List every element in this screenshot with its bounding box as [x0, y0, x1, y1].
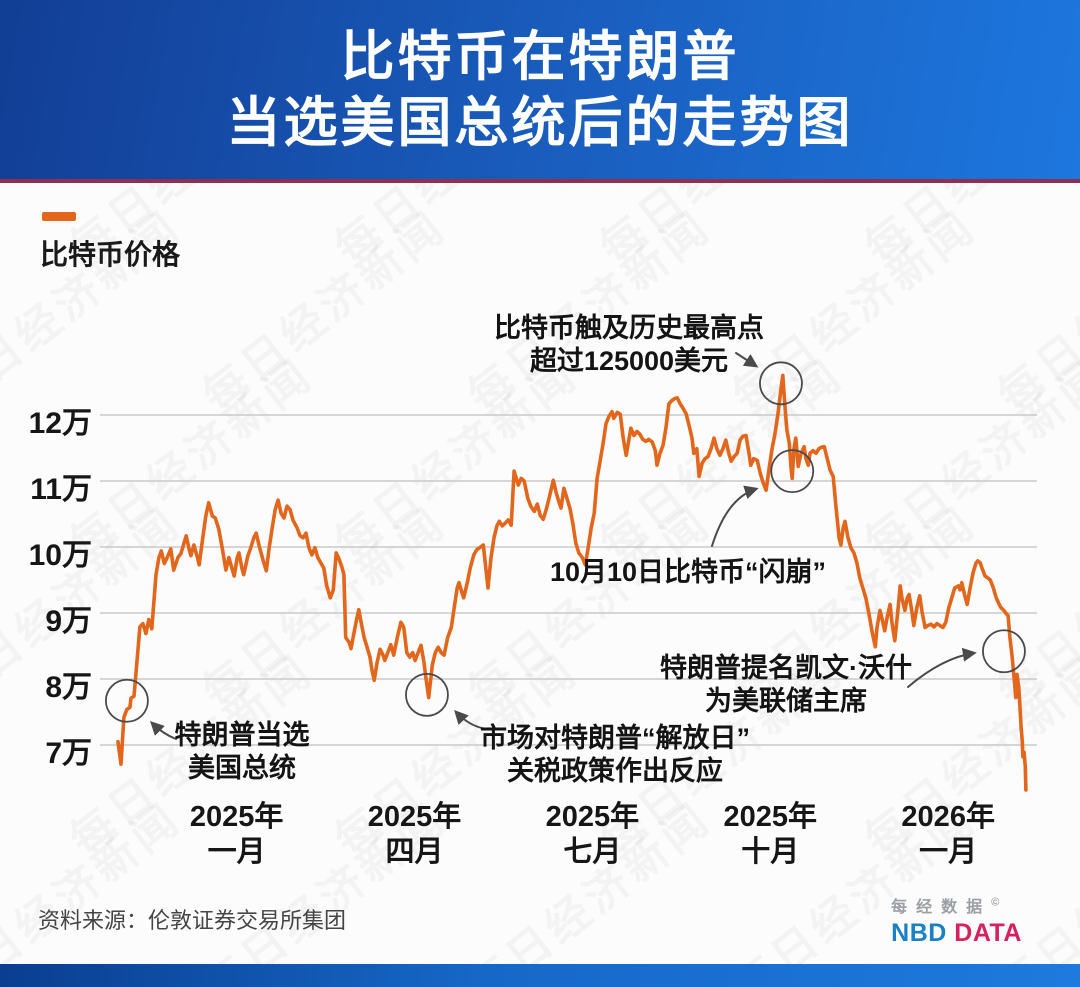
arrow-ath	[735, 352, 759, 368]
annotation-circle-election	[104, 678, 149, 723]
legend-label: 比特币价格	[40, 239, 181, 270]
source-text: 资料来源：伦敦证券交易所集团	[38, 908, 347, 933]
x-axis-label-year: 2025年	[723, 801, 818, 833]
annotation-warsh-line2: 为美联储主席	[705, 686, 867, 716]
annotation-flash-crash-line1: 10月10日比特币“闪崩”	[549, 557, 827, 587]
y-axis-label: 11万	[30, 473, 92, 506]
logo-en-line: NBD DATA	[891, 919, 1022, 948]
annotation-liberation-day: 市场对特朗普“解放日” 关税政策作出反应	[480, 722, 750, 788]
x-axis-label: 2025年 一月	[190, 800, 284, 870]
annotation-warsh-line1: 特朗普提名凯文·沃什	[660, 653, 912, 683]
page-title-line1: 比特币在特朗普	[340, 26, 740, 87]
x-axis-label-year: 2025年	[367, 801, 462, 833]
logo-cn-line: 每经数据©	[891, 893, 1022, 917]
annotation-ath-line1: 比特币触及历史最高点	[494, 313, 764, 343]
y-axis-label: 10万	[28, 539, 92, 572]
x-axis-label: 2026年 一月	[901, 800, 995, 870]
price-line	[116, 373, 1028, 792]
page-title-line2: 当选美国总统后的走势图	[226, 92, 854, 153]
annotation-circle-liberation-day	[405, 672, 449, 717]
x-axis-label-year: 2025年	[545, 801, 640, 833]
arrow-liberation-day	[454, 709, 487, 730]
x-axis-label-year: 2026年	[901, 801, 995, 833]
x-axis-label: 2025年 十月	[724, 800, 818, 870]
bottom-bar	[0, 964, 1080, 987]
nbd-data-logo: 每经数据© NBD DATA	[891, 893, 1022, 948]
copyright-mark: ©	[991, 896, 1000, 909]
legend-line-swatch	[42, 212, 76, 221]
annotation-election: 特朗普当选 美国总统	[175, 719, 310, 785]
x-axis-label-month: 七月	[563, 836, 622, 868]
annotation-warsh: 特朗普提名凯文·沃什 为美联储主席	[660, 652, 912, 718]
annotation-election-line1: 特朗普当选	[174, 720, 310, 750]
y-axis-label: 7万	[45, 737, 92, 770]
x-axis-label-month: 四月	[385, 836, 444, 868]
annotation-circle-flash-crash	[770, 449, 815, 494]
x-axis-label-month: 十月	[741, 836, 800, 868]
y-axis-label: 8万	[45, 671, 92, 704]
annotation-ath-line2: 超过125000美元	[529, 346, 729, 376]
logo-data-text: DATA	[954, 919, 1022, 947]
x-axis-label: 2025年 四月	[368, 800, 462, 870]
x-axis-label-year: 2025年	[189, 801, 284, 833]
y-axis-label: 12万	[28, 407, 92, 440]
arrow-election	[150, 721, 177, 740]
annotation-ath: 比特币触及历史最高点 超过125000美元	[494, 312, 764, 378]
legend: 比特币价格	[40, 212, 180, 273]
annotation-circle-warsh	[982, 629, 1026, 674]
y-axis-label: 9万	[45, 605, 92, 638]
logo-cn-text: 每经数据	[891, 899, 992, 916]
x-axis-label-month: 一月	[207, 836, 266, 868]
annotation-liberation-day-line1: 市场对特朗普“解放日”	[480, 723, 750, 753]
annotation-liberation-day-line2: 关税政策作出反应	[507, 756, 723, 786]
logo-nbd-text: NBD	[891, 919, 947, 947]
annotation-election-line2: 美国总统	[188, 753, 296, 783]
header-banner: 比特币在特朗普 当选美国总统后的走势图	[0, 0, 1080, 183]
annotation-circles	[104, 361, 1026, 723]
annotation-flash-crash: 10月10日比特币“闪崩”	[550, 556, 826, 589]
x-axis-label: 2025年 七月	[546, 800, 640, 870]
annotation-arrows	[150, 352, 977, 740]
arrow-warsh	[907, 647, 977, 688]
x-axis-label-month: 一月	[919, 836, 978, 868]
arrow-flash-crash	[711, 485, 759, 547]
annotation-circle-ath	[759, 361, 803, 406]
